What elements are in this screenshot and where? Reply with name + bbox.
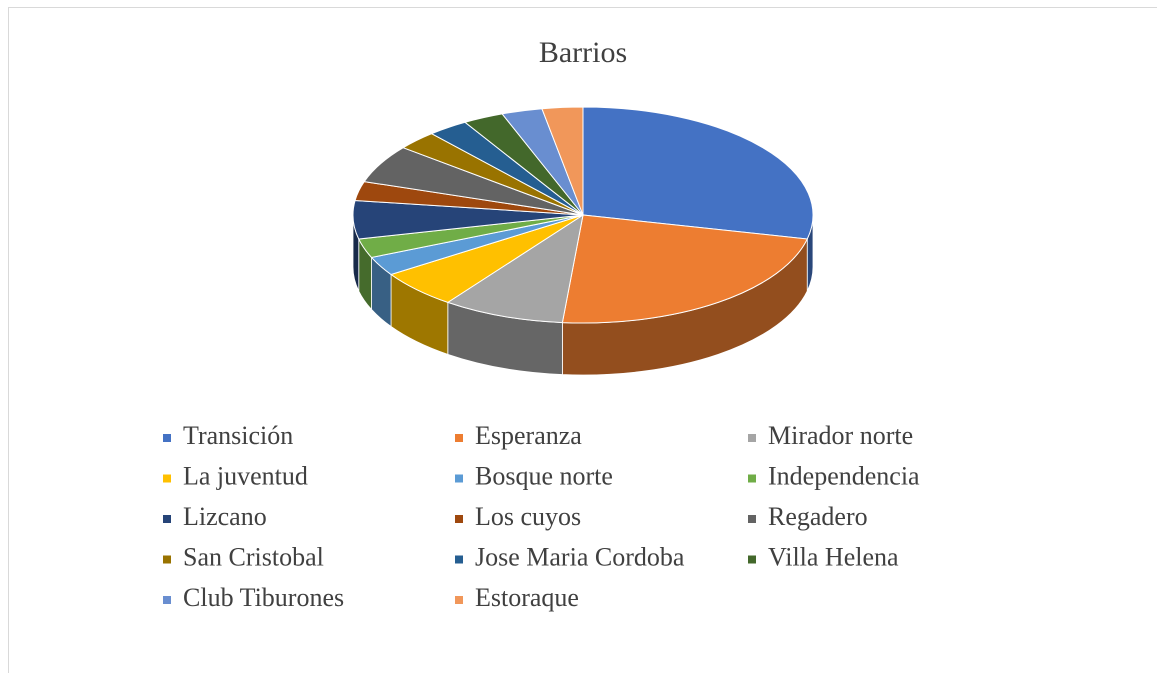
legend-swatch xyxy=(163,596,171,604)
legend-swatch xyxy=(455,515,463,523)
slice xyxy=(561,214,808,324)
legend-label: Esperanza xyxy=(475,421,582,450)
legend-swatch xyxy=(455,596,463,604)
legend-swatch xyxy=(748,515,756,523)
slice xyxy=(446,213,584,324)
legend-swatch xyxy=(163,515,171,523)
legend-swatch xyxy=(163,555,171,564)
legend-swatch xyxy=(163,474,171,483)
legend-swatch xyxy=(163,434,171,442)
legend-label: Club Tiburones xyxy=(183,583,344,612)
legend-swatch xyxy=(455,434,463,442)
legend-label: Bosque norte xyxy=(475,461,613,490)
legend-label: San Cristobal xyxy=(183,542,324,571)
legend-swatch xyxy=(748,434,756,442)
slice xyxy=(541,106,584,216)
slice xyxy=(582,106,814,240)
legend-label: Jose Maria Cordoba xyxy=(475,542,685,571)
legend-label: Independencia xyxy=(768,461,920,490)
legend-label: La juventud xyxy=(183,461,308,490)
legend-swatch xyxy=(748,555,756,564)
legend-label: Mirador norte xyxy=(768,421,913,450)
legend-label: Villa Helena xyxy=(768,542,899,571)
legend-label: Estoraque xyxy=(475,583,579,612)
chart-border xyxy=(8,7,1157,673)
legend-label: Los cuyos xyxy=(475,502,581,531)
chart-title: Barrios xyxy=(539,36,627,69)
legend-label: Lizcano xyxy=(183,502,267,531)
legend-label: Regadero xyxy=(768,502,868,531)
legend-swatch xyxy=(455,474,463,483)
legend-swatch xyxy=(748,474,756,483)
legend-swatch xyxy=(455,555,463,564)
legend-label: Transición xyxy=(183,421,293,450)
